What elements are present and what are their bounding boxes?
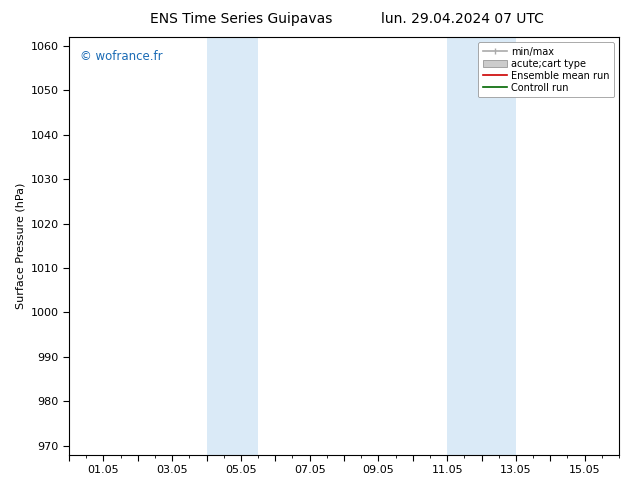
Text: ENS Time Series Guipavas: ENS Time Series Guipavas	[150, 12, 332, 26]
Y-axis label: Surface Pressure (hPa): Surface Pressure (hPa)	[15, 183, 25, 309]
Bar	[447, 37, 516, 455]
Legend: min/max, acute;cart type, Ensemble mean run, Controll run: min/max, acute;cart type, Ensemble mean …	[478, 42, 614, 98]
Text: lun. 29.04.2024 07 UTC: lun. 29.04.2024 07 UTC	[382, 12, 544, 26]
Text: © wofrance.fr: © wofrance.fr	[80, 49, 163, 63]
Bar	[207, 37, 258, 455]
